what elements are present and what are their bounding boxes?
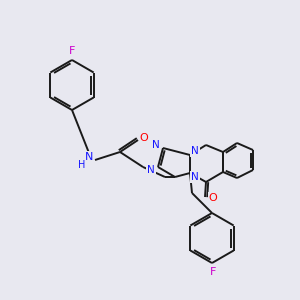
Text: N: N xyxy=(147,165,155,175)
Text: N: N xyxy=(85,152,93,162)
Text: N: N xyxy=(152,140,160,150)
Text: H: H xyxy=(78,160,86,170)
Text: O: O xyxy=(140,133,148,143)
Text: N: N xyxy=(191,172,199,182)
Text: F: F xyxy=(69,46,75,56)
Text: F: F xyxy=(210,267,216,277)
Text: O: O xyxy=(208,193,217,203)
Text: N: N xyxy=(191,146,199,156)
